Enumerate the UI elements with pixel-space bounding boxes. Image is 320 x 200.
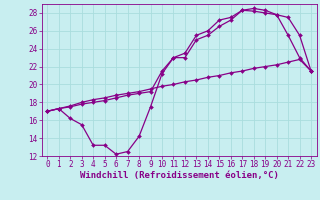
X-axis label: Windchill (Refroidissement éolien,°C): Windchill (Refroidissement éolien,°C) xyxy=(80,171,279,180)
